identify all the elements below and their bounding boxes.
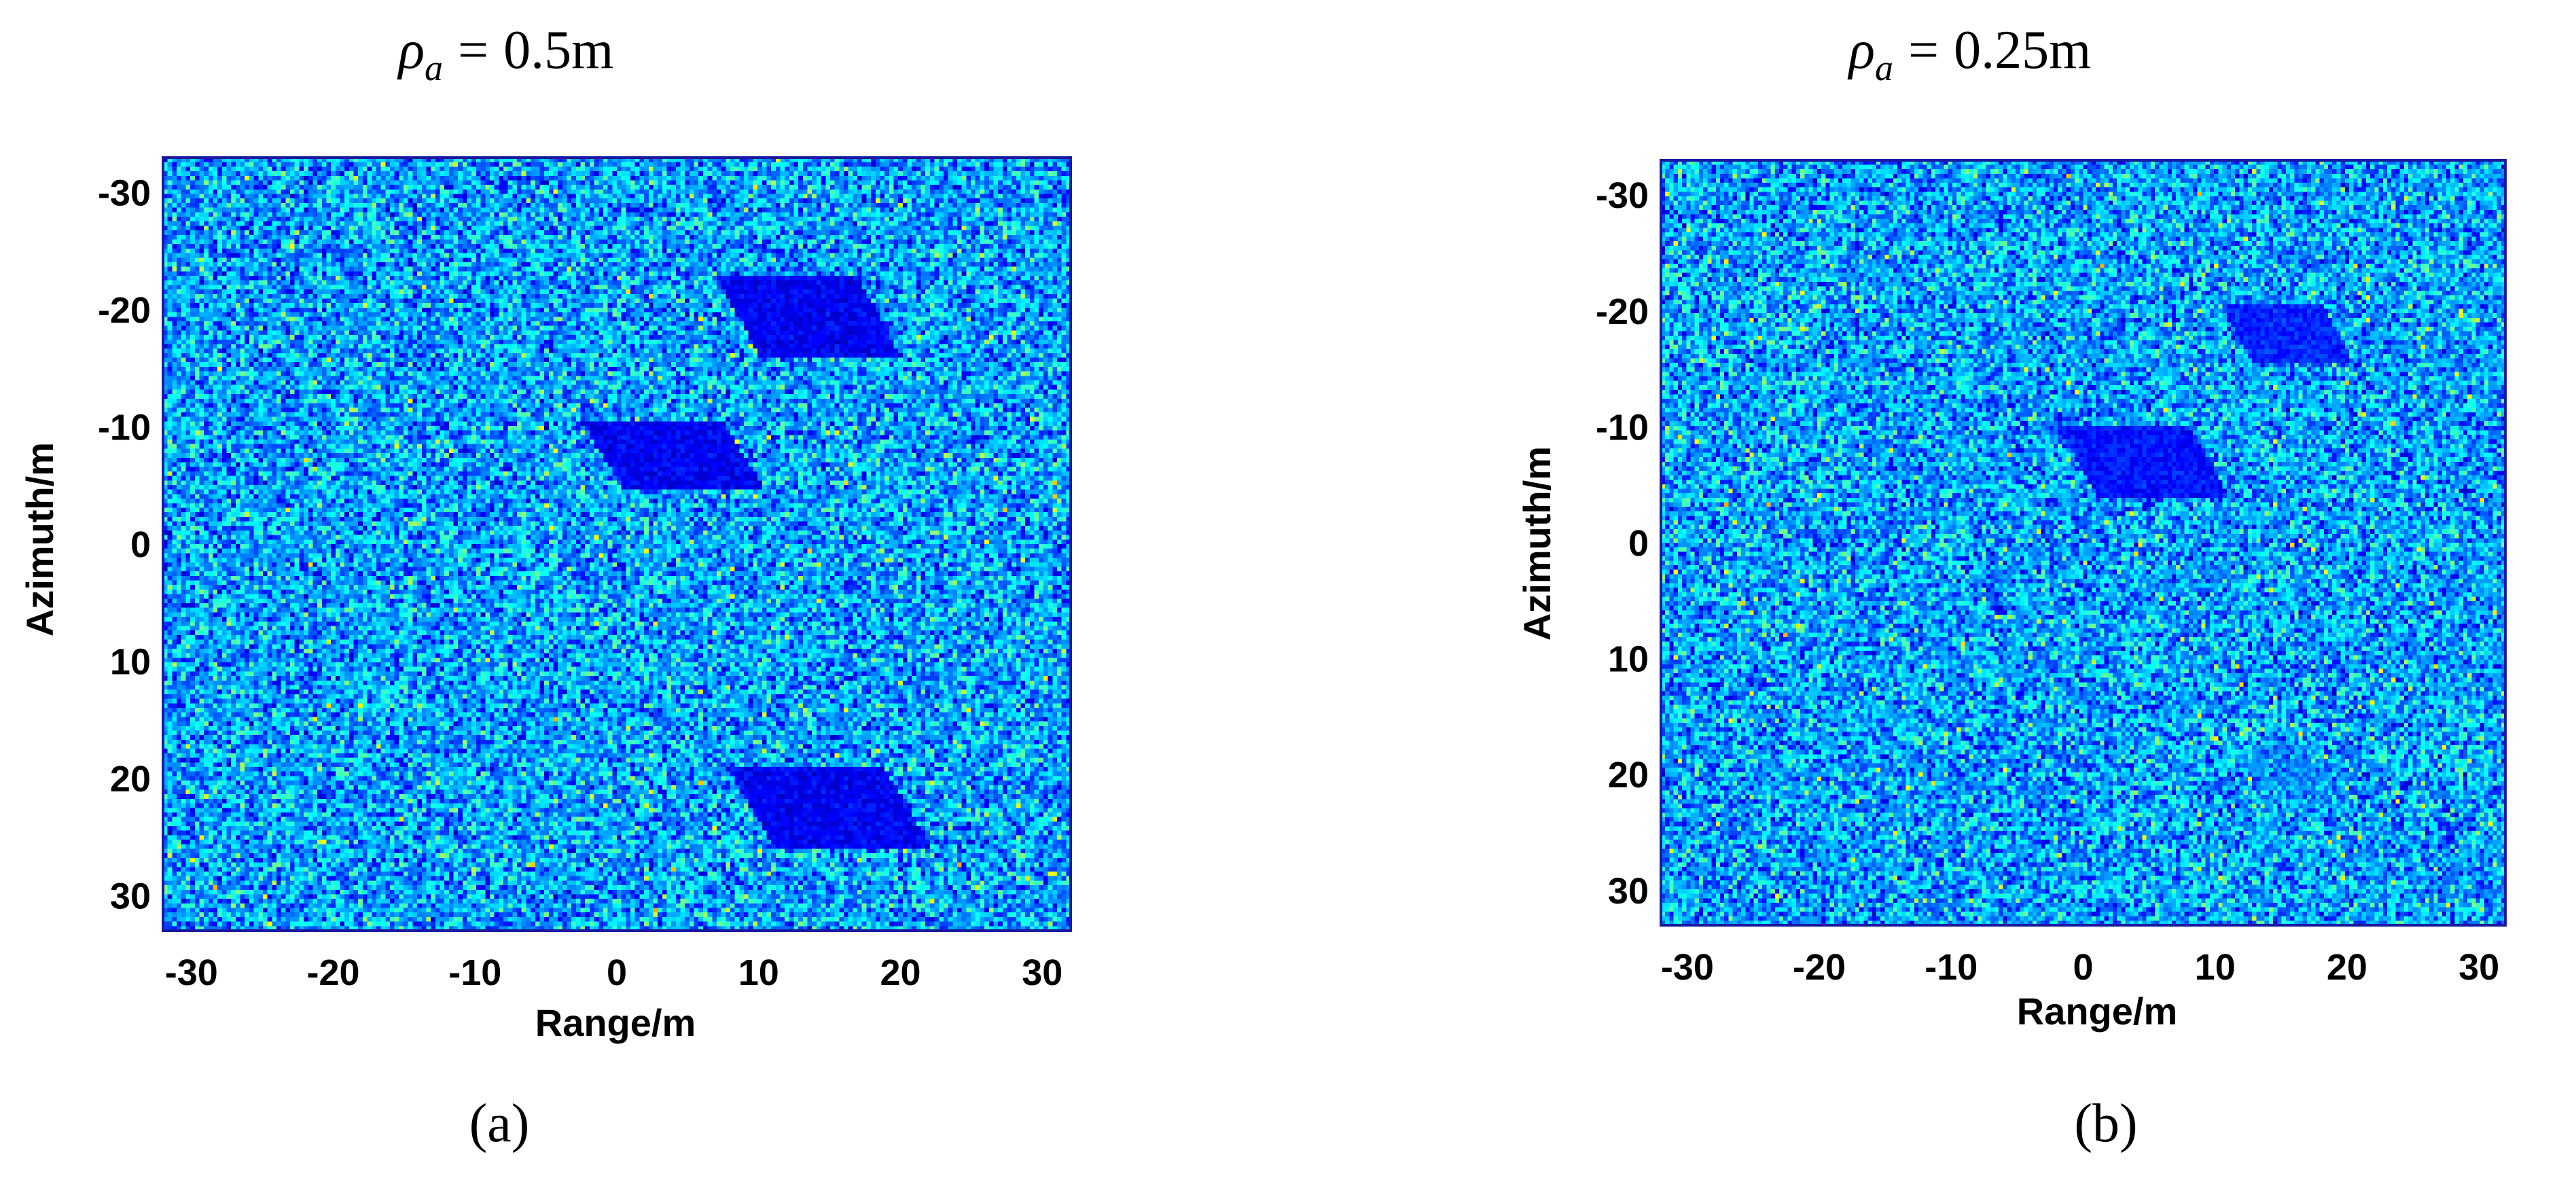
panel-b-plot-area <box>1660 159 2507 927</box>
panel-a-y-tick-label: 30 <box>110 876 151 916</box>
panel-b-title-subscript: a <box>1875 48 1893 88</box>
panel-b-x-tick-label: -10 <box>1925 947 1978 988</box>
panel-b-x-tick-label: 30 <box>2458 947 2499 988</box>
panel-a-y-tick-labels: -30 -20 -10 0 10 20 30 <box>98 173 151 917</box>
panel-a-y-tick-label: 10 <box>110 641 151 682</box>
panel-a-y-axis-label: Azimuth/m <box>18 442 61 637</box>
panel-a-x-tick-label: -20 <box>306 952 359 993</box>
panel-b-plot-border <box>1660 159 2507 927</box>
panel-a-y-tick-label: -30 <box>98 173 151 214</box>
panel-b-title-equals: = <box>1908 20 1939 80</box>
panel-a-x-tick-label: 20 <box>880 952 920 993</box>
panel-b-x-tick-label: 0 <box>2073 947 2093 988</box>
panel-a-x-tick-labels: -30 -20 -10 0 10 20 30 <box>165 952 1063 993</box>
panel-b-y-axis-label: Azimuth/m <box>1516 446 1558 641</box>
panel-a-x-tick-label: -30 <box>165 952 218 993</box>
panel-a-plot-area <box>162 156 1072 932</box>
panel-b-y-tick-label: -30 <box>1596 175 1649 216</box>
panel-a-y-tick-label: -10 <box>98 408 151 448</box>
panel-b-y-tick-labels: -30 -20 -10 0 10 20 30 <box>1596 175 1649 912</box>
panel-b-title: ρa = 0.25m <box>1847 20 2092 88</box>
panel-a-label: (a) <box>469 1094 530 1153</box>
panel-b-x-tick-labels: -30 -20 -10 0 10 20 30 <box>1661 947 2499 988</box>
panel-a-title-subscript: a <box>425 48 443 88</box>
panel-b-y-tick-label: 30 <box>1608 871 1649 912</box>
panel-b-title-value: 0.25m <box>1954 20 2091 80</box>
panel-a-x-axis-label: Range/m <box>535 1001 696 1044</box>
panel-a-y-tick-label: 20 <box>110 759 151 800</box>
panel-b-y-tick-label: 20 <box>1608 755 1649 795</box>
panel-b-y-tick-label: 10 <box>1608 639 1649 680</box>
panel-a-title: ρa = 0.5m <box>397 20 614 88</box>
panel-b-label: (b) <box>2074 1094 2137 1153</box>
panel-a-title-value: 0.5m <box>503 20 613 80</box>
panel-a: ρa = 0.5m -30 -20 -10 0 10 20 30 -30 -20 -10 0 10 20 3… <box>18 20 1072 1153</box>
panel-a-y-tick-label: 0 <box>130 524 151 565</box>
panel-b-x-axis-label: Range/m <box>2017 990 2178 1033</box>
panel-b: ρa = 0.25m -30 -20 -10 0 10 20 30 -30 -20 -10 0 10 20… <box>1516 20 2507 1153</box>
panel-b-y-tick-label: 0 <box>1628 523 1649 564</box>
panel-a-x-tick-label: -10 <box>448 952 501 993</box>
panel-a-x-tick-label: 30 <box>1022 952 1062 993</box>
panel-a-heatmap-image <box>163 158 1071 931</box>
panel-a-title-equals: = <box>458 20 488 80</box>
panel-b-title-symbol: ρ <box>1847 20 1875 80</box>
panel-a-x-tick-label: 0 <box>607 952 627 993</box>
panel-b-x-tick-label: 20 <box>2327 947 2367 988</box>
panel-a-y-tick-label: -20 <box>98 290 151 331</box>
panel-b-y-tick-label: -10 <box>1596 407 1649 448</box>
panel-b-heatmap-image <box>1661 160 2505 925</box>
panel-b-x-tick-label: 10 <box>2195 947 2236 988</box>
panel-b-y-tick-label: -20 <box>1596 291 1649 332</box>
panel-a-plot-border <box>162 156 1072 932</box>
panel-b-x-tick-label: -20 <box>1793 947 1846 988</box>
panel-a-title-symbol: ρ <box>397 20 425 80</box>
panel-a-x-tick-label: 10 <box>738 952 779 993</box>
panel-b-x-tick-label: -30 <box>1661 947 1714 988</box>
